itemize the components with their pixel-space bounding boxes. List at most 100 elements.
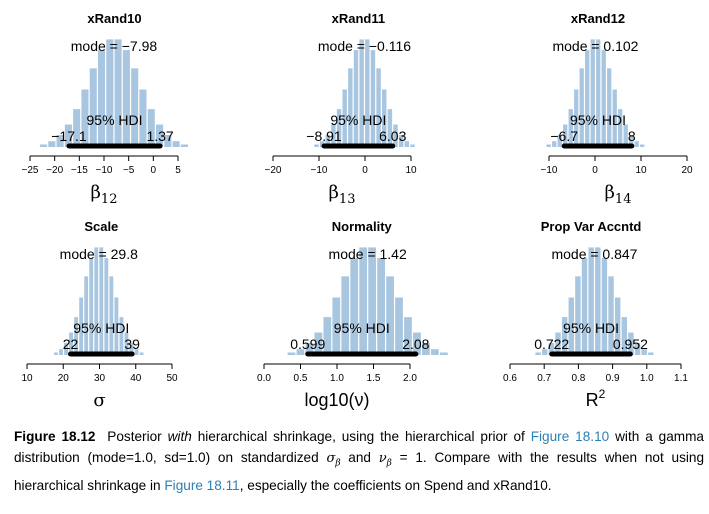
hdi-label: 95% HDI xyxy=(563,320,619,336)
panel-5: Normality mode = 1.42 95% HDI 0.599 2.08 0.0 0… xyxy=(257,219,448,410)
x-tick-label: 0.7 xyxy=(537,373,551,384)
caption-text-4: . Compare with the results when not usin… xyxy=(14,450,705,493)
caption-text-2: hierarchical shrinkage, using the hierar… xyxy=(191,429,531,444)
caption-emphasis: with xyxy=(167,429,192,444)
histogram-bar xyxy=(79,297,84,355)
caption-sigma-beta: σβ xyxy=(326,451,341,469)
x-tick-label: 20 xyxy=(681,165,693,176)
caption-text-1: Posterior xyxy=(107,429,168,444)
histogram-bar xyxy=(623,124,628,147)
histogram-bar xyxy=(353,50,359,147)
histogram-bar xyxy=(634,141,639,147)
x-tick-label: 0 xyxy=(592,165,598,176)
x-tick-label: 1.0 xyxy=(330,373,344,384)
histogram-bar xyxy=(607,68,612,147)
x-tick-label: −10 xyxy=(541,165,558,176)
histogram-bar xyxy=(156,124,164,147)
histogram-bar xyxy=(585,50,590,147)
histogram-bar xyxy=(180,144,188,147)
x-axis-label: β13 xyxy=(329,182,356,207)
histogram-bar xyxy=(581,258,588,355)
x-tick-label: 30 xyxy=(94,373,106,384)
histogram-bar xyxy=(139,89,147,147)
hdi-low-value: 22 xyxy=(63,336,79,352)
x-tick-label: −20 xyxy=(265,165,282,176)
histogram-bar xyxy=(370,50,376,147)
histogram-bar xyxy=(376,68,381,147)
histogram-bar xyxy=(365,39,370,148)
x-tick-label: 5 xyxy=(175,165,181,176)
histogram-bar xyxy=(74,317,79,355)
caption-link-figure-18-10[interactable]: Figure 18.10 xyxy=(530,429,610,444)
panel-title: Normality xyxy=(332,219,393,234)
histogram-bar xyxy=(139,352,144,355)
hdi-high-value: 39 xyxy=(124,336,140,352)
figure-caption: Figure 18.12 Posterior with hierarchical… xyxy=(14,426,704,496)
x-tick-label: −10 xyxy=(311,165,328,176)
x-tick-label: 0 xyxy=(151,165,157,176)
histogram-bar xyxy=(561,317,568,355)
x-axis-label: β12 xyxy=(91,182,118,207)
histogram-bar xyxy=(56,134,64,147)
histogram-bar xyxy=(341,276,350,355)
histogram-bar xyxy=(640,144,645,147)
histogram-bar xyxy=(99,247,104,355)
histogram-bar xyxy=(172,141,180,147)
x-tick-label: −15 xyxy=(71,165,88,176)
mode-label: mode = −0.116 xyxy=(318,38,411,54)
histogram-bar xyxy=(413,332,421,355)
histogram-bar xyxy=(535,352,541,355)
x-tick-label: 40 xyxy=(130,373,142,384)
mode-label: mode = 0.102 xyxy=(552,38,638,54)
hdi-label: 95% HDI xyxy=(73,320,129,336)
x-axis-label: β14 xyxy=(605,182,632,207)
histogram-bar xyxy=(348,68,353,147)
histogram-bar xyxy=(323,317,332,355)
x-axis-label: log10(ν) xyxy=(304,390,369,410)
histogram-bar xyxy=(628,332,634,355)
caption-link-figure-18-11[interactable]: Figure 18.11 xyxy=(164,477,240,493)
x-tick-label: 0.0 xyxy=(257,373,271,384)
histogram-bar xyxy=(114,297,119,355)
histogram-bar xyxy=(563,124,568,147)
histogram-bar xyxy=(634,342,641,355)
histogram-bar xyxy=(618,109,623,147)
x-tick-label: 50 xyxy=(166,373,178,384)
histogram-bar xyxy=(398,134,404,147)
histogram-bar xyxy=(131,68,139,147)
histogram-bar xyxy=(94,247,99,355)
panel-title: xRand12 xyxy=(571,11,625,26)
histogram-bar xyxy=(542,349,548,355)
panel-title: xRand11 xyxy=(332,11,385,26)
histogram-bar xyxy=(648,352,654,355)
x-tick-label: 0.8 xyxy=(571,373,585,384)
panel-title: Scale xyxy=(84,219,118,234)
histogram-bar xyxy=(39,144,48,147)
caption-equals: = 1 xyxy=(391,450,423,465)
histogram-bar xyxy=(608,276,614,355)
histogram-bar xyxy=(601,258,608,355)
histogram-bar xyxy=(119,317,124,355)
x-axis-label: σ xyxy=(93,390,105,411)
panel-3: xRand12 mode = 0.102 95% HDI−6.7 8 −10 0 10 20 β… xyxy=(541,11,693,207)
x-tick-label: 10 xyxy=(635,165,647,176)
histogram-bar xyxy=(590,39,595,148)
histogram-bar xyxy=(106,39,114,148)
hdi-label: 95% HDI xyxy=(330,112,386,128)
histogram-bar xyxy=(430,349,439,355)
hdi-low-value: −17.1 xyxy=(51,128,87,144)
hdi-high-value: 2.08 xyxy=(402,336,429,352)
histogram-bar xyxy=(595,247,601,355)
hdi-high-value: 8 xyxy=(628,128,636,144)
histogram-bar xyxy=(641,349,647,355)
x-tick-label: 0.6 xyxy=(503,373,517,384)
histogram-bar xyxy=(69,332,73,355)
histogram-bar xyxy=(89,258,94,355)
hdi-label: 95% HDI xyxy=(334,320,390,336)
histogram-bar xyxy=(395,297,403,355)
histogram-bar xyxy=(134,349,139,355)
histogram-bar xyxy=(73,109,81,147)
histogram-bar xyxy=(319,141,325,147)
histogram-bar xyxy=(314,332,323,355)
histogram-bar xyxy=(287,352,296,355)
